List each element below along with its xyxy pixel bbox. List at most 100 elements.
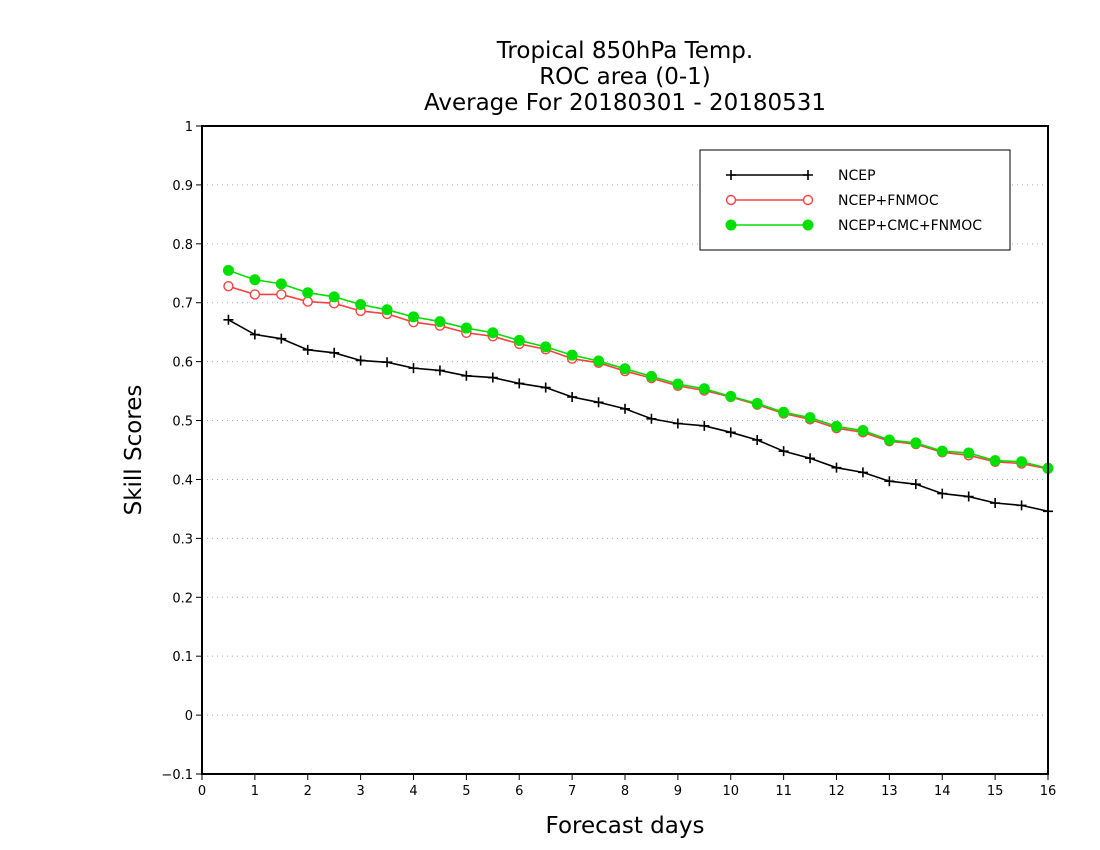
series-ncep-fnmoc [223, 281, 1054, 475]
y-tick-label: −0.1 [161, 768, 193, 783]
data-point [275, 278, 287, 290]
data-point [831, 420, 842, 432]
y-tick-label: 0.2 [172, 591, 193, 606]
series-ncep-cmc-fnmoc [222, 264, 1054, 474]
data-point [645, 370, 657, 382]
data-point [620, 403, 630, 414]
legend-marker [726, 170, 736, 180]
x-tick-label: 3 [356, 784, 364, 799]
legend-marker [803, 170, 813, 180]
data-point [989, 455, 1001, 467]
y-tick-label: 0.8 [172, 238, 193, 253]
data-point [487, 327, 499, 339]
x-tick-label: 13 [881, 784, 898, 799]
data-point [460, 322, 472, 334]
data-point [540, 382, 551, 393]
legend-marker [725, 194, 737, 206]
y-tick-label: 0.4 [172, 473, 193, 488]
y-tick-label: 0.3 [172, 532, 193, 547]
data-point [593, 397, 604, 408]
x-tick-label: 12 [828, 784, 845, 799]
data-point [249, 329, 260, 340]
y-axis-label: Skill Scores [121, 385, 147, 516]
legend-marker [802, 219, 814, 231]
legend-label: NCEP+FNMOC [838, 193, 939, 209]
data-point [699, 420, 710, 431]
data-point [1016, 456, 1028, 468]
data-point [752, 434, 763, 445]
data-point [223, 281, 234, 292]
legend-box [699, 149, 1011, 251]
data-point [698, 383, 710, 395]
y-tick-label: 0.1 [172, 650, 193, 665]
series-line [228, 319, 1049, 513]
data-point [910, 479, 921, 490]
data-point [619, 363, 631, 375]
data-point [778, 406, 790, 418]
x-axis-ticks: 0 1 2 3 4 5 6 7 8 9 10 11 12 13 14 15 16 [198, 774, 1056, 799]
data-point [857, 425, 869, 437]
data-point [593, 355, 605, 367]
series-line [228, 269, 1049, 470]
data-point [831, 462, 842, 473]
x-tick-label: 4 [409, 784, 417, 799]
x-tick-label: 15 [987, 784, 1004, 799]
data-point [1016, 500, 1027, 511]
data-point [805, 453, 816, 464]
data-point [513, 334, 525, 346]
y-axis-ticks: −0.1 0 0.1 0.2 0.3 0.4 0.5 0.6 0.7 0.8 0.9 1 [161, 120, 202, 783]
series-line [228, 285, 1049, 470]
x-tick-label: 1 [251, 784, 259, 799]
data-point [408, 311, 419, 323]
data-point [778, 446, 789, 457]
y-tick-label: 0.5 [172, 415, 193, 430]
data-point [963, 447, 975, 459]
data-point [646, 413, 657, 424]
data-point [355, 298, 367, 310]
data-point [434, 316, 446, 328]
y-tick-label: 0.6 [172, 356, 193, 371]
y-tick-label: 0.7 [172, 297, 193, 312]
data-point [751, 397, 763, 409]
y-tick-label: 1 [185, 120, 193, 135]
title-line-1: Tropical 850hPa Temp. [496, 38, 753, 64]
data-point [355, 355, 366, 366]
x-tick-label: 11 [775, 784, 792, 799]
y-tick-label: 0 [185, 709, 193, 724]
x-tick-label: 8 [621, 784, 629, 799]
data-point [302, 344, 313, 355]
data-point [910, 437, 922, 449]
data-point [381, 304, 393, 316]
data-point [804, 412, 816, 424]
data-point [249, 289, 261, 300]
y-tick-label: 0.9 [172, 179, 193, 194]
data-point [672, 418, 683, 429]
data-point [329, 347, 340, 358]
data-point [382, 357, 393, 368]
data-point [990, 498, 1001, 509]
data-point [487, 372, 498, 383]
data-point [276, 289, 287, 300]
x-tick-label: 6 [515, 784, 523, 799]
legend-label: NCEP [838, 168, 876, 184]
series-ncep [223, 314, 1053, 517]
legend: NCEP NCEP+FNMOC NCEP+CMC+FNMOC [699, 149, 1011, 251]
series-group [222, 264, 1054, 517]
x-tick-label: 7 [568, 784, 576, 799]
grid-lines [202, 184, 1048, 716]
legend-marker [802, 194, 814, 206]
data-point [540, 341, 552, 353]
data-point [883, 434, 895, 446]
data-point [249, 274, 261, 286]
x-axis-label: Forecast days [546, 813, 705, 839]
data-point [963, 491, 974, 502]
x-tick-label: 9 [674, 784, 682, 799]
x-tick-label: 16 [1040, 784, 1057, 799]
data-point [461, 370, 472, 381]
data-point [434, 365, 445, 376]
data-point [514, 378, 525, 389]
title-line-2: ROC area (0-1) [539, 64, 711, 90]
x-tick-label: 5 [462, 784, 470, 799]
x-tick-label: 0 [198, 784, 206, 799]
